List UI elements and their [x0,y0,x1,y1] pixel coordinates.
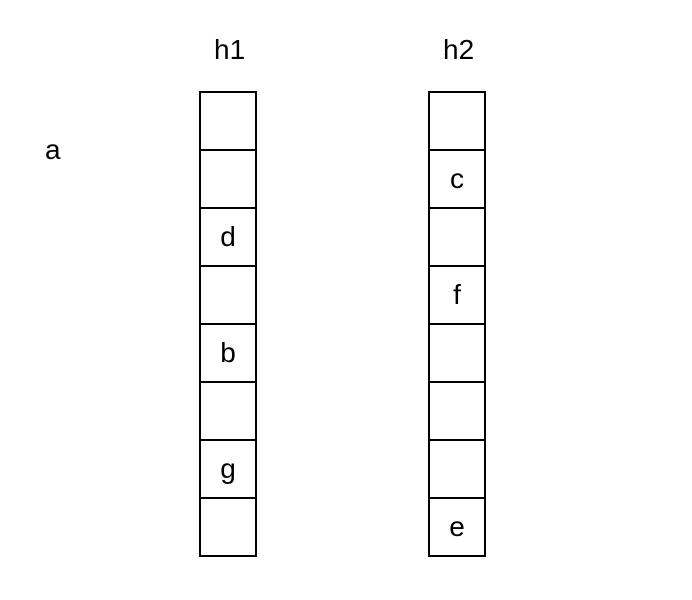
table-slot: c [430,149,484,207]
table-title-h1: h1 [214,34,246,65]
table-slot: d [201,207,255,265]
table-slot: e [430,497,484,555]
table-slot [430,207,484,265]
table-slot [201,265,255,323]
table-slot: f [430,265,484,323]
table-slot [201,497,255,555]
table-slot [430,439,484,497]
table-title-h2: h2 [443,34,475,65]
table-slot [430,381,484,439]
hash-table-h1: d b g [199,91,257,557]
table-slot [201,381,255,439]
table-slot [201,149,255,207]
hash-table-h2: c f e [428,91,486,557]
table-slot: b [201,323,255,381]
table-slot: g [201,439,255,497]
table-slot [201,93,255,149]
table-slot [430,93,484,149]
standalone-label-a: a [45,134,61,165]
table-slot [430,323,484,381]
